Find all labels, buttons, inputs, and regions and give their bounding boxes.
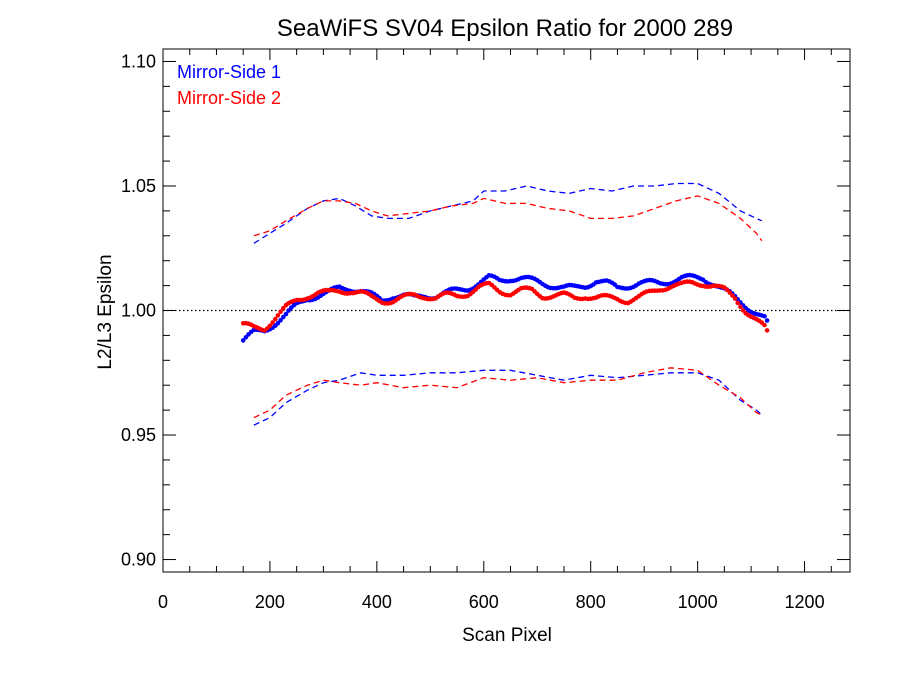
series-2-lower-bound-line [253,367,763,419]
series-1-point [762,314,767,319]
chart-title: SeaWiFS SV04 Epsilon Ratio for 2000 289 [277,15,733,42]
y-tick-label: 0.90 [121,550,156,570]
series-2-points [240,279,770,333]
series-2-point [267,323,273,329]
series-1-point [281,314,286,320]
series-2-point [278,309,283,315]
series-2-point [732,296,738,301]
x-axis-label: Scan Pixel [462,625,552,646]
legend-entry-mirror-side-1: Mirror-Side 1 [177,62,281,82]
series-2-point [730,293,735,298]
series-2-point [735,300,740,306]
x-tick-label: 1000 [678,592,718,612]
series-2-upper-bound-line [253,195,763,242]
series-1-upper-bound-line [253,182,763,244]
series-2-point [762,322,767,328]
x-tick-label: 600 [469,592,499,612]
series-1-lower-bound-line [253,369,763,426]
x-tick-label: 0 [158,592,168,612]
legend: Mirror-Side 1 Mirror-Side 2 [177,62,281,108]
y-tick-label: 1.05 [121,176,156,196]
series-2-point [727,290,732,295]
x-tick-label: 400 [362,592,392,612]
y-tick-label: 0.95 [121,425,156,445]
series-1-point [278,318,283,323]
series-2-point [275,313,281,318]
series-2-point [273,316,278,322]
x-tick-label: 1200 [785,592,825,612]
series-2-point [281,305,286,311]
plot-area: 0 200 400 600 800 1000 1200 0.90 0.95 1.00 1.05 1.1… [121,48,851,612]
series-1-point [240,338,246,343]
y-tick-label: 1.10 [121,51,156,71]
y-tick-label: 1.00 [121,301,156,321]
series-2-point [270,320,275,325]
series-1-point [286,308,291,313]
x-tick-label: 200 [255,592,285,612]
series-2-point [738,304,743,310]
x-tick-label: 800 [576,592,606,612]
y-axis-label: L2/L3 Epsilon [95,254,116,369]
legend-entry-mirror-side-2: Mirror-Side 2 [177,88,281,108]
series-1-point [275,320,281,326]
series-1-point [283,311,289,317]
series-2-point [764,328,770,333]
series-1-point [764,318,770,323]
